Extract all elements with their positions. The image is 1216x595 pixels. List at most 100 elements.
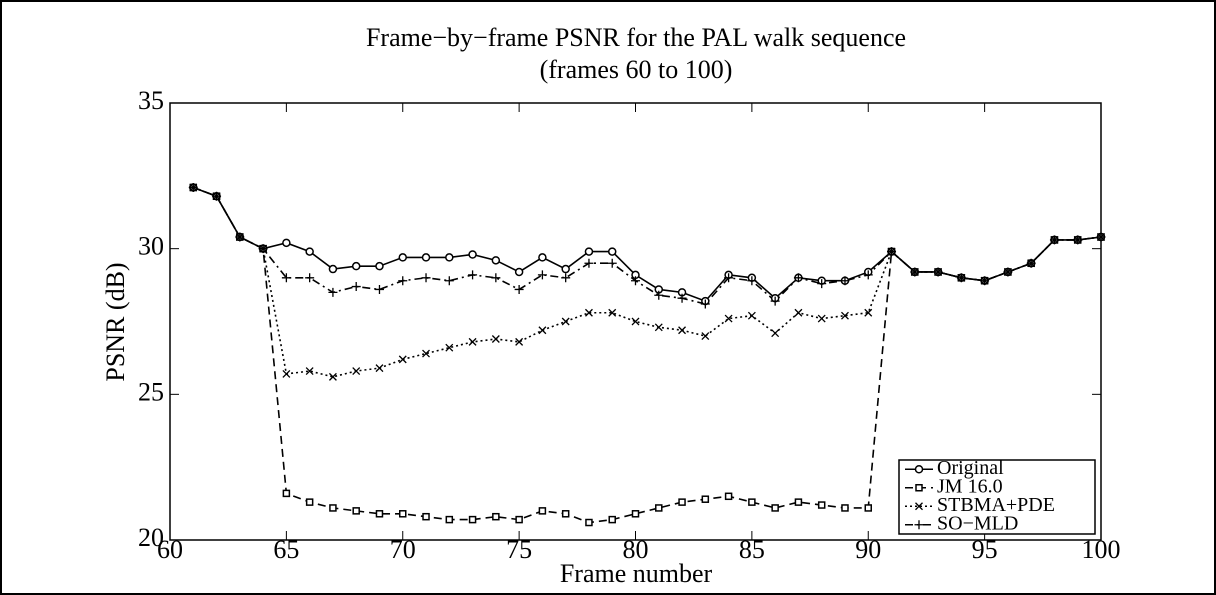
- point: [561, 264, 570, 274]
- point: [468, 337, 477, 346]
- point: [1073, 235, 1083, 245]
- point: [724, 314, 733, 323]
- point: [817, 279, 827, 289]
- point: [515, 515, 523, 524]
- point: [491, 256, 501, 265]
- point: [421, 273, 431, 283]
- legend-label: JM 16.0: [937, 475, 1003, 497]
- legend-marker: [915, 502, 923, 511]
- point: [655, 504, 663, 512]
- point: [445, 343, 454, 352]
- point: [584, 308, 593, 317]
- point: [840, 276, 850, 286]
- y-tick-label: 25: [138, 377, 164, 406]
- point: [538, 507, 547, 515]
- point: [375, 364, 384, 373]
- point: [235, 232, 245, 242]
- point: [887, 247, 897, 257]
- x-tick-label: 80: [623, 535, 649, 564]
- point: [956, 273, 966, 283]
- point: [561, 317, 570, 326]
- point: [933, 267, 943, 277]
- point: [515, 337, 524, 346]
- point: [352, 367, 361, 375]
- point: [817, 501, 826, 509]
- point: [561, 273, 571, 283]
- point: [747, 311, 756, 320]
- legend-label: SO−MLD: [937, 512, 1018, 534]
- x-tick-label: 65: [273, 535, 299, 564]
- point: [468, 515, 477, 524]
- point: [445, 253, 454, 262]
- point: [328, 372, 337, 381]
- chart-title: Frame−by−frame PSNR for the PAL walk seq…: [366, 23, 906, 52]
- point: [375, 261, 384, 271]
- point: [328, 287, 338, 297]
- y-tick-label: 20: [138, 523, 164, 552]
- x-tick-label: 70: [390, 535, 416, 564]
- point: [351, 282, 361, 292]
- legend-label: Original: [937, 457, 1004, 479]
- point: [1049, 235, 1059, 245]
- x-tick-label: 95: [972, 535, 998, 564]
- point: [724, 273, 734, 283]
- point: [631, 510, 640, 518]
- point: [1026, 258, 1036, 268]
- point: [258, 244, 268, 254]
- point: [305, 273, 315, 283]
- point: [329, 504, 337, 512]
- y-tick-label: 35: [138, 86, 164, 115]
- point: [631, 276, 640, 286]
- point: [351, 261, 361, 271]
- point: [607, 247, 617, 256]
- point: [352, 507, 360, 515]
- point: [654, 323, 663, 332]
- x-axis-label: Frame number: [560, 559, 713, 588]
- point: [491, 273, 501, 283]
- point: [375, 510, 384, 518]
- point: [864, 504, 872, 512]
- point: [514, 267, 524, 277]
- point: [444, 276, 454, 286]
- point: [398, 276, 408, 286]
- point: [608, 515, 616, 524]
- point: [281, 273, 291, 283]
- point: [608, 308, 617, 317]
- point: [724, 492, 733, 501]
- point: [584, 258, 594, 268]
- point: [794, 308, 803, 317]
- point: [305, 367, 314, 375]
- point: [677, 293, 687, 303]
- legend-marker: [914, 520, 924, 530]
- point: [841, 504, 849, 512]
- point: [491, 335, 500, 343]
- point: [212, 191, 222, 201]
- legend-marker: [915, 484, 923, 492]
- point: [374, 284, 384, 294]
- point: [328, 264, 338, 274]
- point: [492, 512, 500, 521]
- x-tick-label: 75: [506, 535, 532, 564]
- point: [561, 510, 570, 518]
- point: [701, 495, 710, 503]
- point: [1003, 267, 1013, 277]
- point: [747, 276, 757, 286]
- point: [678, 498, 686, 506]
- point: [794, 498, 803, 506]
- point: [771, 329, 780, 338]
- x-tick-label: 90: [855, 535, 881, 564]
- point: [607, 258, 617, 268]
- point: [584, 247, 594, 256]
- point: [864, 308, 873, 317]
- legend: [898, 459, 1096, 535]
- x-tick-label: 85: [739, 535, 765, 564]
- y-tick-label: 30: [138, 232, 164, 261]
- point: [514, 284, 524, 294]
- y-axis-label: PSNR (dB): [101, 262, 130, 381]
- point: [445, 515, 454, 524]
- point: [817, 314, 826, 323]
- point: [422, 349, 430, 358]
- point: [538, 326, 547, 335]
- point: [585, 518, 593, 527]
- point: [863, 270, 873, 280]
